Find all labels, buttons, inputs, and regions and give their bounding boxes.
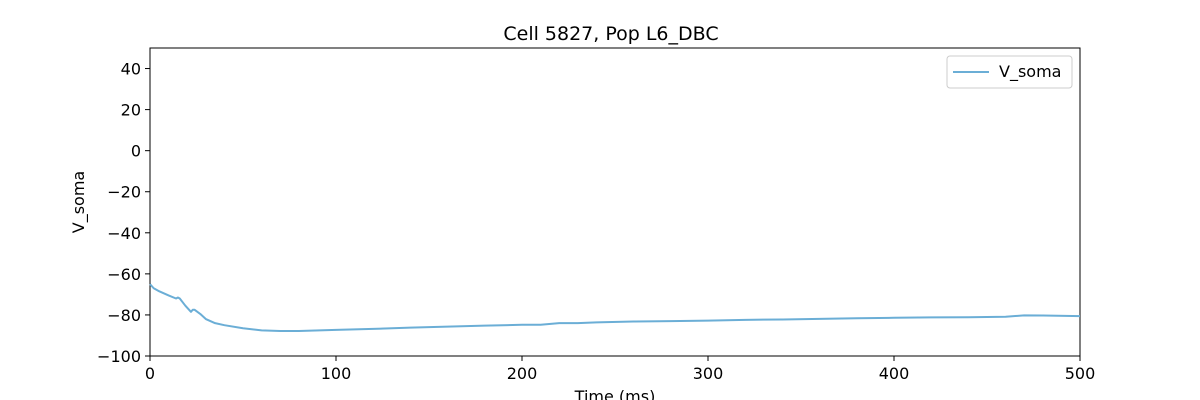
y-tick-label: −40 [107,224,141,243]
plot-area [149,47,1081,357]
y-axis: −100 −80 −60 −40 −20 0 20 40 [97,60,150,366]
y-tick-label: −60 [107,265,141,284]
y-tick-label: −80 [107,306,141,325]
y-axis-label: V_soma [69,171,89,233]
y-tick-label: −100 [97,347,141,366]
y-tick-label: −20 [107,183,141,202]
x-tick-label: 500 [1065,364,1096,383]
x-tick-label: 100 [321,364,352,383]
series-layer [149,283,1081,332]
x-axis-label: Time (ms) [574,387,656,400]
x-axis: 0 100 200 300 400 500 [145,356,1095,383]
x-tick-label: 200 [507,364,538,383]
x-tick-label: 0 [145,364,155,383]
series-line-v-soma [149,283,1081,332]
legend-box [946,55,1073,89]
x-tick-label: 400 [879,364,910,383]
legend-label-v-soma: V_soma [999,62,1061,82]
y-tick-label: 40 [121,60,141,79]
y-tick-label: 20 [121,101,141,120]
x-tick-label: 300 [693,364,724,383]
legend: V_soma [946,55,1073,89]
y-tick-label: 0 [131,142,141,161]
plot-frame [149,47,1081,357]
chart-title: Cell 5827, Pop L6_DBC [503,23,718,45]
